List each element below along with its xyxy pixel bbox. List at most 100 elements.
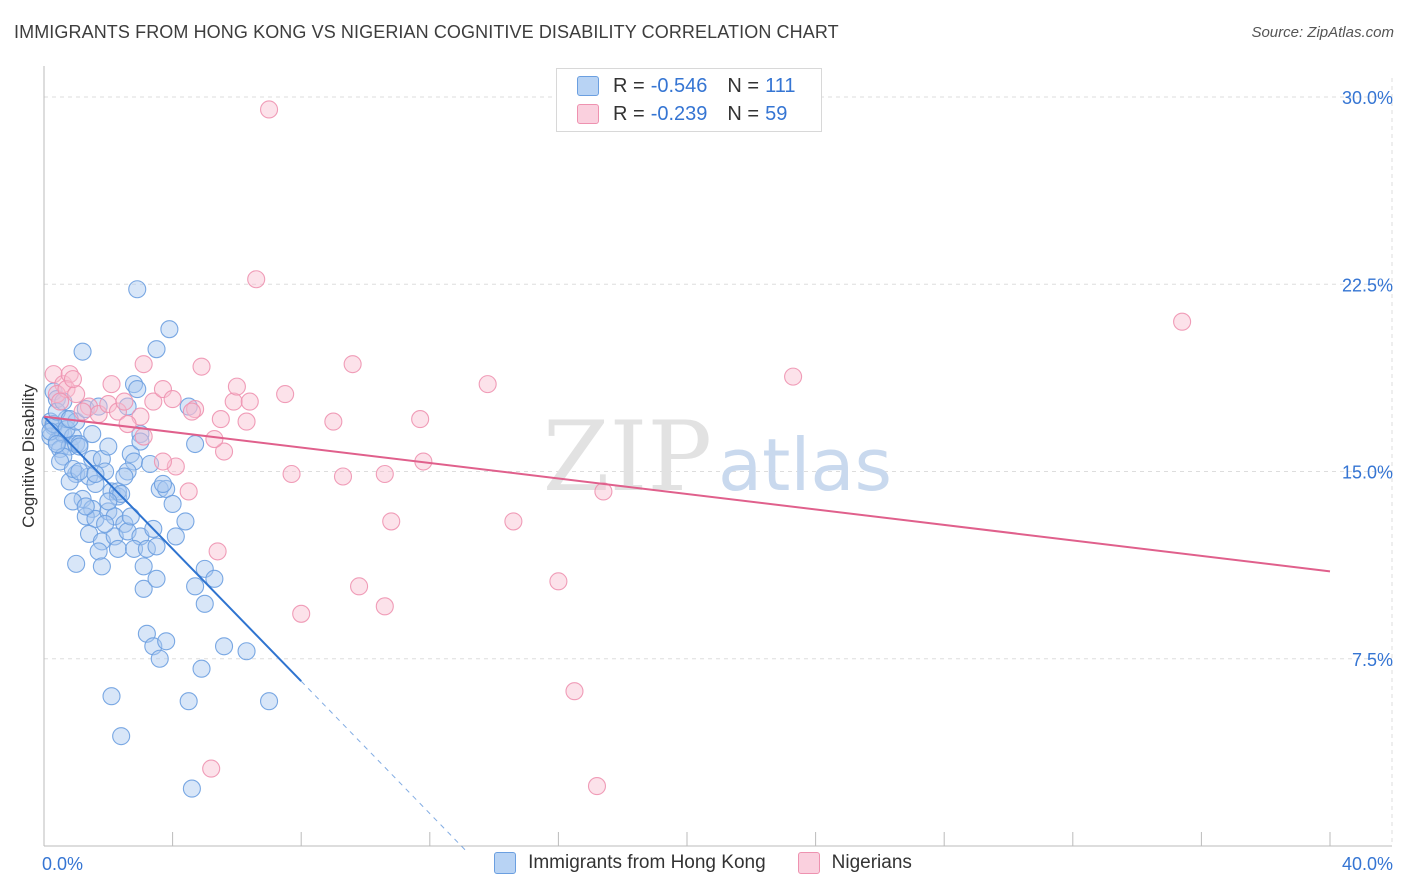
data-point <box>179 482 198 501</box>
data-point <box>147 340 166 359</box>
data-point <box>99 492 118 511</box>
data-point <box>102 375 121 394</box>
legend-item-hong-kong: Immigrants from Hong Kong <box>494 852 766 874</box>
trend-line-nigerians <box>43 415 1331 573</box>
trend-lines <box>43 415 1331 851</box>
data-point <box>60 365 79 384</box>
data-point <box>51 392 70 411</box>
data-point <box>47 434 66 454</box>
legend-n-label: N = <box>727 102 760 125</box>
data-point <box>176 512 195 531</box>
data-point <box>195 594 214 613</box>
data-point <box>784 367 803 386</box>
data-point <box>115 392 134 411</box>
data-point <box>96 514 115 533</box>
data-point <box>118 415 137 434</box>
x-tick-label: 40.0% <box>1342 854 1393 874</box>
data-point <box>54 375 73 394</box>
data-point <box>343 355 362 374</box>
series-legend: Immigrants from Hong Kong Nigerians <box>0 852 1406 874</box>
data-point <box>105 507 124 526</box>
data-point <box>587 777 607 796</box>
legend-n-value: 59 <box>765 102 788 125</box>
data-point <box>83 424 102 444</box>
legend-n-label: N = <box>727 74 760 97</box>
data-point <box>237 642 256 661</box>
source-credit: Source: ZipAtlas.com <box>1251 24 1394 41</box>
legend-label-nigerians: Nigerians <box>831 852 912 873</box>
data-point <box>247 270 266 289</box>
data-point <box>565 682 584 701</box>
watermark-atlas: atlas <box>718 423 892 507</box>
grid-lines <box>44 78 1393 846</box>
legend-r-value: -0.546 <box>650 74 708 97</box>
data-point <box>163 390 182 409</box>
data-point <box>182 402 201 421</box>
data-point <box>124 375 144 394</box>
data-point <box>214 637 234 656</box>
y-tick-label: 7.5% <box>1352 650 1393 670</box>
chart-title: IMMIGRANTS FROM HONG KONG VS NIGERIAN CO… <box>14 22 839 42</box>
data-point <box>282 464 301 484</box>
data-point <box>163 494 182 514</box>
data-point <box>192 659 211 678</box>
data-point <box>382 512 401 531</box>
data-point <box>276 385 295 404</box>
y-tick-label: 15.0% <box>1342 463 1393 483</box>
data-point <box>144 392 163 411</box>
data-point <box>147 537 166 556</box>
data-point <box>70 437 89 456</box>
data-point <box>292 604 311 623</box>
legend-swatch-pink <box>577 104 599 124</box>
stats-legend: R = -0.546 N = 111 R = -0.239 N = 59 <box>556 68 822 132</box>
legend-r-label: R = <box>613 74 645 97</box>
data-point <box>214 442 234 461</box>
data-point <box>73 342 92 361</box>
data-point <box>70 462 89 481</box>
y-tick-label: 30.0% <box>1342 88 1393 108</box>
data-point <box>153 474 173 494</box>
data-point <box>89 542 108 561</box>
data-point <box>333 467 353 486</box>
data-point <box>192 357 211 376</box>
legend-swatch-pink <box>797 852 820 874</box>
data-point <box>134 557 153 576</box>
data-point <box>202 759 221 778</box>
trend-line-hong-kong <box>43 415 302 682</box>
y-axis-label: Cognitive Disability <box>19 384 38 528</box>
data-point <box>134 579 153 598</box>
data-point <box>134 427 153 446</box>
data-point <box>237 412 256 431</box>
data-point <box>147 569 166 588</box>
data-point <box>205 569 224 588</box>
data-point <box>259 692 279 711</box>
data-point <box>108 539 127 558</box>
data-point <box>166 527 185 546</box>
data-point <box>179 692 198 711</box>
data-point <box>211 410 230 429</box>
legend-r-label: R = <box>613 102 645 125</box>
y-tick-label: 22.5% <box>1342 275 1393 295</box>
legend-label-hong-kong: Immigrants from Hong Kong <box>528 852 766 873</box>
data-point <box>150 649 169 668</box>
series-nigerians <box>44 100 1192 796</box>
data-point <box>549 572 568 591</box>
data-point <box>92 557 111 576</box>
data-point <box>108 402 127 421</box>
data-point <box>240 392 259 411</box>
data-point <box>157 632 176 651</box>
legend-r-value: -0.239 <box>650 102 708 125</box>
data-point <box>128 380 147 399</box>
data-point <box>205 429 224 449</box>
data-point <box>478 375 497 394</box>
series-hong-kong <box>41 280 279 798</box>
data-point <box>224 392 243 411</box>
trend-extension-hong-kong <box>300 680 466 851</box>
data-point <box>121 507 140 526</box>
data-point <box>124 539 144 558</box>
data-point <box>73 402 92 421</box>
data-point <box>153 380 173 399</box>
data-point <box>67 554 86 573</box>
data-point <box>150 479 169 499</box>
